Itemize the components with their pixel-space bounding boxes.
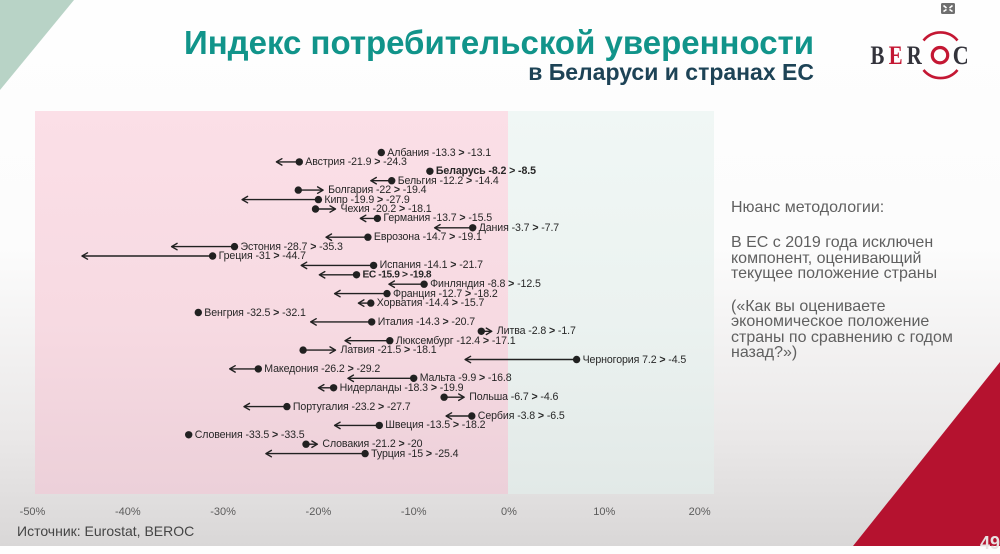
svg-text:E: E xyxy=(889,42,903,71)
svg-text:R: R xyxy=(907,42,923,71)
svg-text:B: B xyxy=(871,42,885,71)
svg-text:C: C xyxy=(953,42,969,70)
